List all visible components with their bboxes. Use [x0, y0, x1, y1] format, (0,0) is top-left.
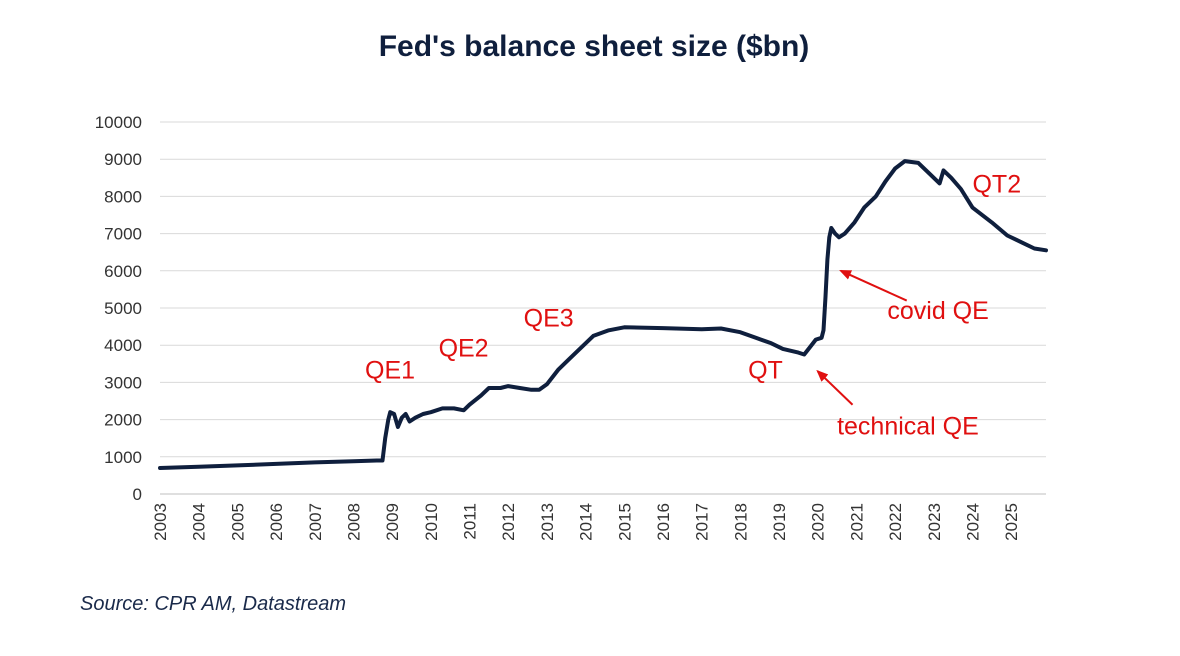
x-tick-label: 2009: [383, 503, 402, 541]
y-tick-label: 10000: [95, 113, 142, 132]
x-tick-label: 2007: [306, 503, 325, 541]
y-tick-label: 5000: [104, 299, 142, 318]
annotation-layer: QE1 QE2 QE3 QT covid QE technical QE QT2: [365, 171, 1021, 441]
y-tick-label: 0: [133, 485, 142, 504]
y-tick-label: 8000: [104, 187, 142, 206]
series-layer: [158, 159, 1048, 470]
source-note: Source: CPR AM, Datastream: [80, 593, 346, 615]
x-tick-label: 2010: [422, 503, 441, 541]
x-tick-label: 2023: [925, 503, 944, 541]
x-tick-label: 2005: [228, 503, 247, 541]
x-axis: 2003 2004 2005 2006 2007 2008 2009 2010 2011 2012…: [151, 503, 1021, 541]
x-tick-label: 2024: [963, 503, 982, 541]
x-tick-label: 2022: [886, 503, 905, 541]
x-tick-label: 2006: [267, 503, 286, 541]
x-tick-label: 2019: [770, 503, 789, 541]
y-tick-label: 9000: [104, 150, 142, 169]
y-tick-label: 2000: [104, 411, 142, 430]
annotation-label: QE3: [524, 305, 574, 333]
annotation-label: QE2: [439, 334, 489, 362]
x-tick-label: 2008: [344, 503, 363, 541]
y-tick-label: 1000: [104, 448, 142, 467]
x-tick-label: 2018: [731, 503, 750, 541]
annotation-label: QE1: [365, 357, 415, 385]
y-tick-label: 4000: [104, 336, 142, 355]
x-tick-label: 2021: [847, 503, 866, 541]
x-tick-label: 2016: [654, 503, 673, 541]
x-tick-label: 2003: [151, 503, 170, 541]
y-axis: 0 1000 2000 3000 4000 5000 6000 7000 8000 9000 100…: [95, 113, 142, 504]
x-tick-label: 2017: [693, 503, 712, 541]
series-line: [158, 159, 1048, 470]
annotation-label: technical QE: [837, 412, 979, 440]
x-tick-label: 2014: [577, 503, 596, 541]
annotation-label: QT2: [972, 171, 1021, 199]
x-tick-label: 2015: [615, 503, 634, 541]
x-tick-label: 2025: [1002, 503, 1021, 541]
x-tick-label: 2020: [809, 503, 828, 541]
annotation-label: QT: [748, 357, 783, 385]
grid-layer: [160, 121, 1046, 495]
annotation-arrow: [816, 369, 854, 406]
x-tick-label: 2011: [461, 503, 480, 540]
y-tick-label: 7000: [104, 225, 142, 244]
y-tick-label: 6000: [104, 262, 142, 281]
x-tick-label: 2013: [538, 503, 557, 541]
chart-title: Fed's balance sheet size ($bn): [379, 30, 810, 63]
y-tick-label: 3000: [104, 373, 142, 392]
annotation-label: covid QE: [887, 297, 988, 325]
annotation-arrow: [839, 269, 908, 302]
x-tick-label: 2004: [190, 503, 209, 541]
x-tick-label: 2012: [499, 503, 518, 541]
